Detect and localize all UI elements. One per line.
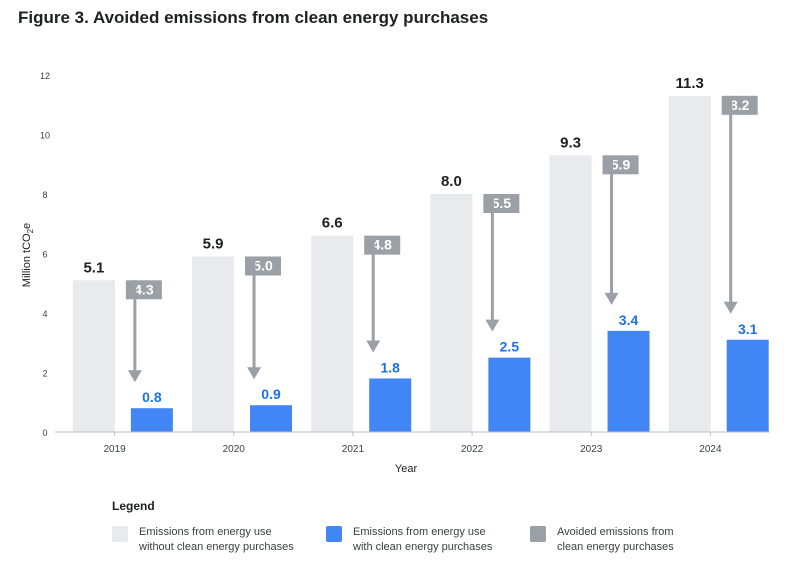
value-label-without: 11.3 xyxy=(676,75,704,92)
legend-swatch-without xyxy=(112,526,128,542)
x-tick-label: 2022 xyxy=(461,444,484,455)
legend-swatch-avoided xyxy=(530,526,546,542)
value-label-avoided: 4.3 xyxy=(134,281,154,297)
bars: 5.1 0.8 4.3 5.9 0.9 5.0 6.6 1.8 4.8 8.0 2.5 5.5 9.3 3… xyxy=(72,75,769,432)
value-label-with: 3.4 xyxy=(619,312,639,328)
bar-with-clean-energy xyxy=(726,339,769,432)
y-axis-title: Million tCO2e xyxy=(21,223,35,287)
legend-title: Legend xyxy=(112,499,155,513)
value-label-avoided: 4.8 xyxy=(372,237,392,253)
y-tick-label: 10 xyxy=(40,131,50,141)
x-axis-title: Year xyxy=(395,463,418,475)
x-tick-label: 2021 xyxy=(342,444,365,455)
x-tick-label: 2023 xyxy=(580,444,603,455)
legend-item-without: Emissions from energy use without clean … xyxy=(112,525,314,555)
value-label-avoided: 5.0 xyxy=(253,257,273,273)
value-label-avoided: 5.5 xyxy=(492,195,512,211)
y-tick-label: 2 xyxy=(42,369,47,379)
avoided-emissions-chart: 0 2 4 6 8 10 12 5.1 0.8 4.3 5.9 0.9 5.0 6.6 1.8 4.8 8.0… xyxy=(21,71,770,475)
bar-without-clean-energy xyxy=(311,235,354,432)
bar-with-clean-energy xyxy=(369,378,412,432)
bar-with-clean-energy xyxy=(130,408,173,432)
bar-with-clean-energy xyxy=(607,330,650,432)
bar-without-clean-energy xyxy=(430,194,473,432)
value-label-avoided: 5.9 xyxy=(611,156,631,172)
y-tick-label: 0 xyxy=(42,428,47,438)
value-label-with: 2.5 xyxy=(500,339,520,355)
bar-with-clean-energy xyxy=(488,357,531,432)
bar-with-clean-energy xyxy=(250,405,293,432)
avoided-arrow-head xyxy=(604,292,619,305)
legend-swatch-with xyxy=(326,526,342,542)
value-label-with: 0.9 xyxy=(261,386,281,402)
legend-label-avoided: Avoided emissions from clean energy purc… xyxy=(557,526,674,553)
legend-item-avoided: Avoided emissions from clean energy purc… xyxy=(530,525,732,555)
x-tick-label: 2024 xyxy=(699,444,722,455)
avoided-arrow-head xyxy=(723,301,738,314)
x-axis: 2019 2020 2021 2022 2023 2024 xyxy=(55,431,770,455)
value-label-with: 3.1 xyxy=(738,321,758,337)
y-tick-label: 12 xyxy=(40,71,50,81)
y-tick-label: 8 xyxy=(42,190,47,200)
value-label-without: 9.3 xyxy=(560,134,581,151)
value-label-with: 0.8 xyxy=(142,389,162,405)
legend-label-without: Emissions from energy use without clean … xyxy=(139,526,294,553)
value-label-without: 8.0 xyxy=(441,173,462,190)
bar-without-clean-energy xyxy=(72,280,115,432)
value-label-with: 1.8 xyxy=(380,359,400,375)
bar-without-clean-energy xyxy=(192,256,235,432)
y-tick-label: 4 xyxy=(42,309,47,319)
y-tick-label: 6 xyxy=(42,250,47,260)
bar-without-clean-energy xyxy=(668,95,711,432)
value-label-without: 5.9 xyxy=(203,235,224,252)
avoided-arrow-head xyxy=(366,340,381,353)
value-label-without: 5.1 xyxy=(83,259,104,276)
legend-label-with: Emissions from energy use with clean ene… xyxy=(353,526,493,553)
avoided-arrow-head xyxy=(485,319,500,332)
x-tick-label: 2019 xyxy=(103,444,126,455)
figure-title: Figure 3. Avoided emissions from clean e… xyxy=(18,8,489,27)
bar-without-clean-energy xyxy=(549,155,592,432)
y-axis: 0 2 4 6 8 10 12 xyxy=(40,71,50,438)
value-label-avoided: 8.2 xyxy=(730,97,750,113)
avoided-arrow-head xyxy=(247,367,262,380)
legend-item-with: Emissions from energy use with clean ene… xyxy=(326,525,528,555)
avoided-arrow-head xyxy=(127,370,142,383)
x-tick-label: 2020 xyxy=(223,444,246,455)
value-label-without: 6.6 xyxy=(322,215,343,232)
